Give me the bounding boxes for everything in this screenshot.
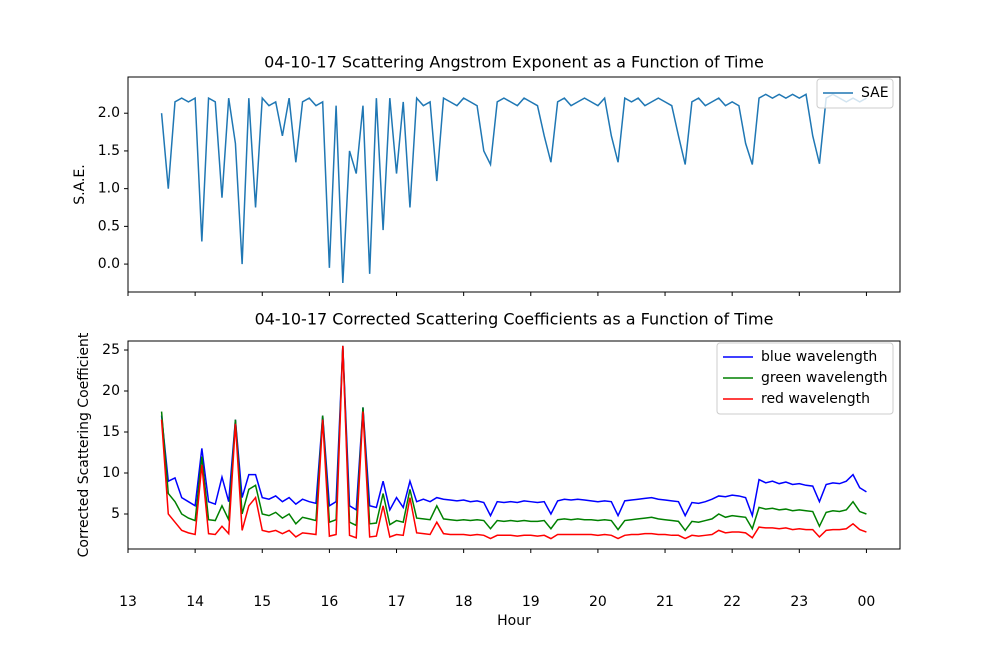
x-tick-label: 13 [119, 594, 137, 610]
x-tick-label: 18 [455, 594, 473, 610]
x-tick-label: 16 [320, 594, 338, 610]
y-tick-label: 0.0 [98, 256, 120, 272]
y-tick-label: 1.0 [98, 181, 120, 197]
y-axis-label: S.A.E. [72, 164, 88, 204]
legend-box [816, 78, 894, 109]
legend-label: SAE [861, 85, 889, 101]
legend-label: green wavelength [761, 370, 887, 386]
axes-frame [127, 340, 901, 550]
x-tick-label: 23 [790, 594, 808, 610]
legend-label: red wavelength [761, 391, 870, 407]
y-tick-label: 15 [102, 424, 120, 440]
data-line [160, 345, 867, 532]
x-tick-label: 15 [253, 594, 271, 610]
y-tick-label: 5 [111, 506, 120, 522]
chart-title: 04-10-17 Corrected Scattering Coefficien… [255, 310, 774, 329]
x-tick-label: 21 [656, 594, 674, 610]
x-axis-label: Hour [497, 613, 531, 629]
y-axis-label: Corrected Scattering Coefficient [76, 332, 92, 557]
y-tick-label: 10 [102, 465, 120, 481]
chart-title: 04-10-17 Scattering Angstrom Exponent as… [264, 53, 764, 72]
legend-label: blue wavelength [761, 349, 877, 365]
x-tick-label: 14 [186, 594, 204, 610]
y-tick-label: 20 [102, 383, 120, 399]
x-tick-label: 20 [589, 594, 607, 610]
x-tick-label: 19 [522, 594, 540, 610]
y-tick-label: 1.5 [98, 143, 120, 159]
axes-frame [127, 76, 901, 293]
y-tick-label: 25 [102, 342, 120, 358]
data-line [160, 93, 867, 283]
x-tick-label: 00 [858, 594, 876, 610]
data-line [160, 345, 867, 519]
x-tick-label: 17 [388, 594, 406, 610]
legend-box [716, 342, 894, 415]
x-tick-label: 22 [723, 594, 741, 610]
data-line [160, 345, 867, 540]
y-tick-label: 2.0 [98, 105, 120, 121]
y-tick-label: 0.5 [98, 218, 120, 234]
